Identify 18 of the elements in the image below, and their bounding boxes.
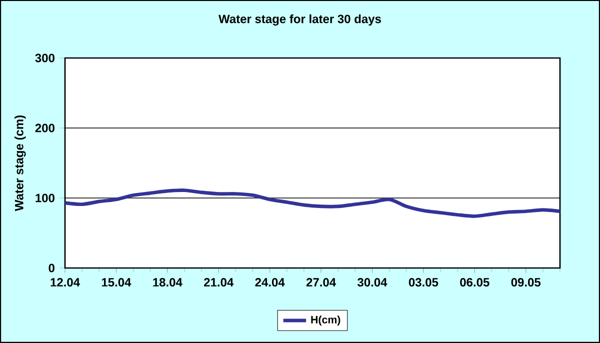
y-tick-label: 0	[48, 264, 54, 272]
y-tick-label: 300	[35, 54, 54, 62]
chart-title: Water stage for later 30 days	[218, 14, 381, 26]
x-tick-label: 06.05	[460, 278, 490, 287]
x-tick-label: 03.05	[408, 278, 438, 287]
x-tick-label: 30.04	[358, 278, 388, 287]
x-tick-label: 21.04	[204, 278, 234, 287]
x-tick-label: 12.04	[50, 278, 80, 287]
x-tick-label: 15.04	[102, 278, 132, 287]
legend-label: H(cm)	[311, 316, 340, 326]
x-tick-label: 18.04	[153, 278, 182, 287]
y-tick-label: 200	[35, 124, 54, 132]
x-tick-label: 09.05	[511, 278, 541, 287]
x-tick-label: 27.04	[306, 278, 336, 287]
x-tick-label: 24.04	[255, 278, 285, 287]
y-tick-label: 100	[36, 194, 54, 202]
y-axis-title: Water stage (cm)	[14, 115, 26, 212]
line-series	[65, 188, 560, 218]
